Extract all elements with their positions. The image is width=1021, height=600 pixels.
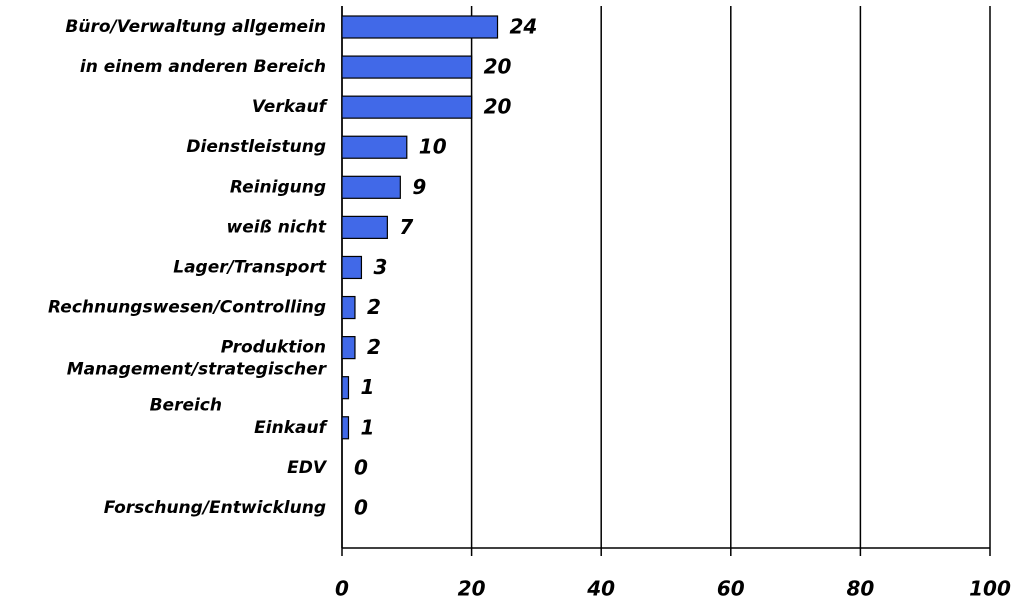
x-tick-label: 20: [458, 577, 486, 600]
y-tick-label: Forschung/Entwicklung: [104, 498, 326, 518]
value-label: 20: [484, 95, 512, 119]
bar: [341, 135, 408, 159]
y-tick-label: Reinigung: [230, 177, 326, 197]
y-tick-label: EDV: [287, 458, 328, 478]
value-label: 2: [367, 335, 381, 359]
value-label: 0: [354, 455, 368, 479]
y-tick-label: in einem anderen Bereich: [80, 57, 326, 77]
bar: [341, 215, 388, 239]
y-tick-label: Rechnungswesen/Controlling: [48, 298, 326, 318]
bar: [341, 336, 356, 360]
value-label: 7: [399, 215, 413, 239]
bar: [341, 295, 356, 320]
value-label: 2: [367, 295, 381, 319]
bar: [341, 95, 473, 119]
value-label: 0: [354, 495, 368, 519]
y-tick-label: Büro/Verwaltung allgemein: [65, 17, 326, 37]
y-tick-label: Einkauf: [254, 418, 328, 438]
y-tick-label: Dienstleistung: [186, 137, 326, 157]
value-label: 3: [373, 255, 387, 279]
value-label: 1: [360, 375, 374, 399]
value-label: 24: [510, 15, 538, 39]
y-tick-label: weiß nicht: [227, 217, 327, 237]
y-tick-label: Management/strategischer Bereich: [67, 360, 328, 416]
bar: [341, 416, 350, 440]
bar: [341, 376, 350, 400]
x-tick-label: 80: [846, 577, 874, 600]
value-label: 10: [419, 135, 447, 159]
value-label: 1: [360, 415, 374, 439]
bar: [341, 255, 363, 280]
bar: [341, 15, 499, 39]
bar: [341, 55, 473, 79]
x-tick-label: 40: [586, 577, 615, 600]
x-tick-label: 100: [969, 577, 1011, 600]
x-tick-label: 0: [335, 577, 349, 600]
bar: [341, 175, 401, 199]
value-label: 9: [412, 175, 426, 199]
value-label: 20: [484, 55, 512, 79]
y-tick-label: Verkauf: [252, 97, 329, 117]
y-tick-label: Produktion: [221, 338, 326, 358]
x-tick-label: 60: [717, 577, 745, 600]
y-tick-label: Lager/Transport: [173, 257, 327, 277]
